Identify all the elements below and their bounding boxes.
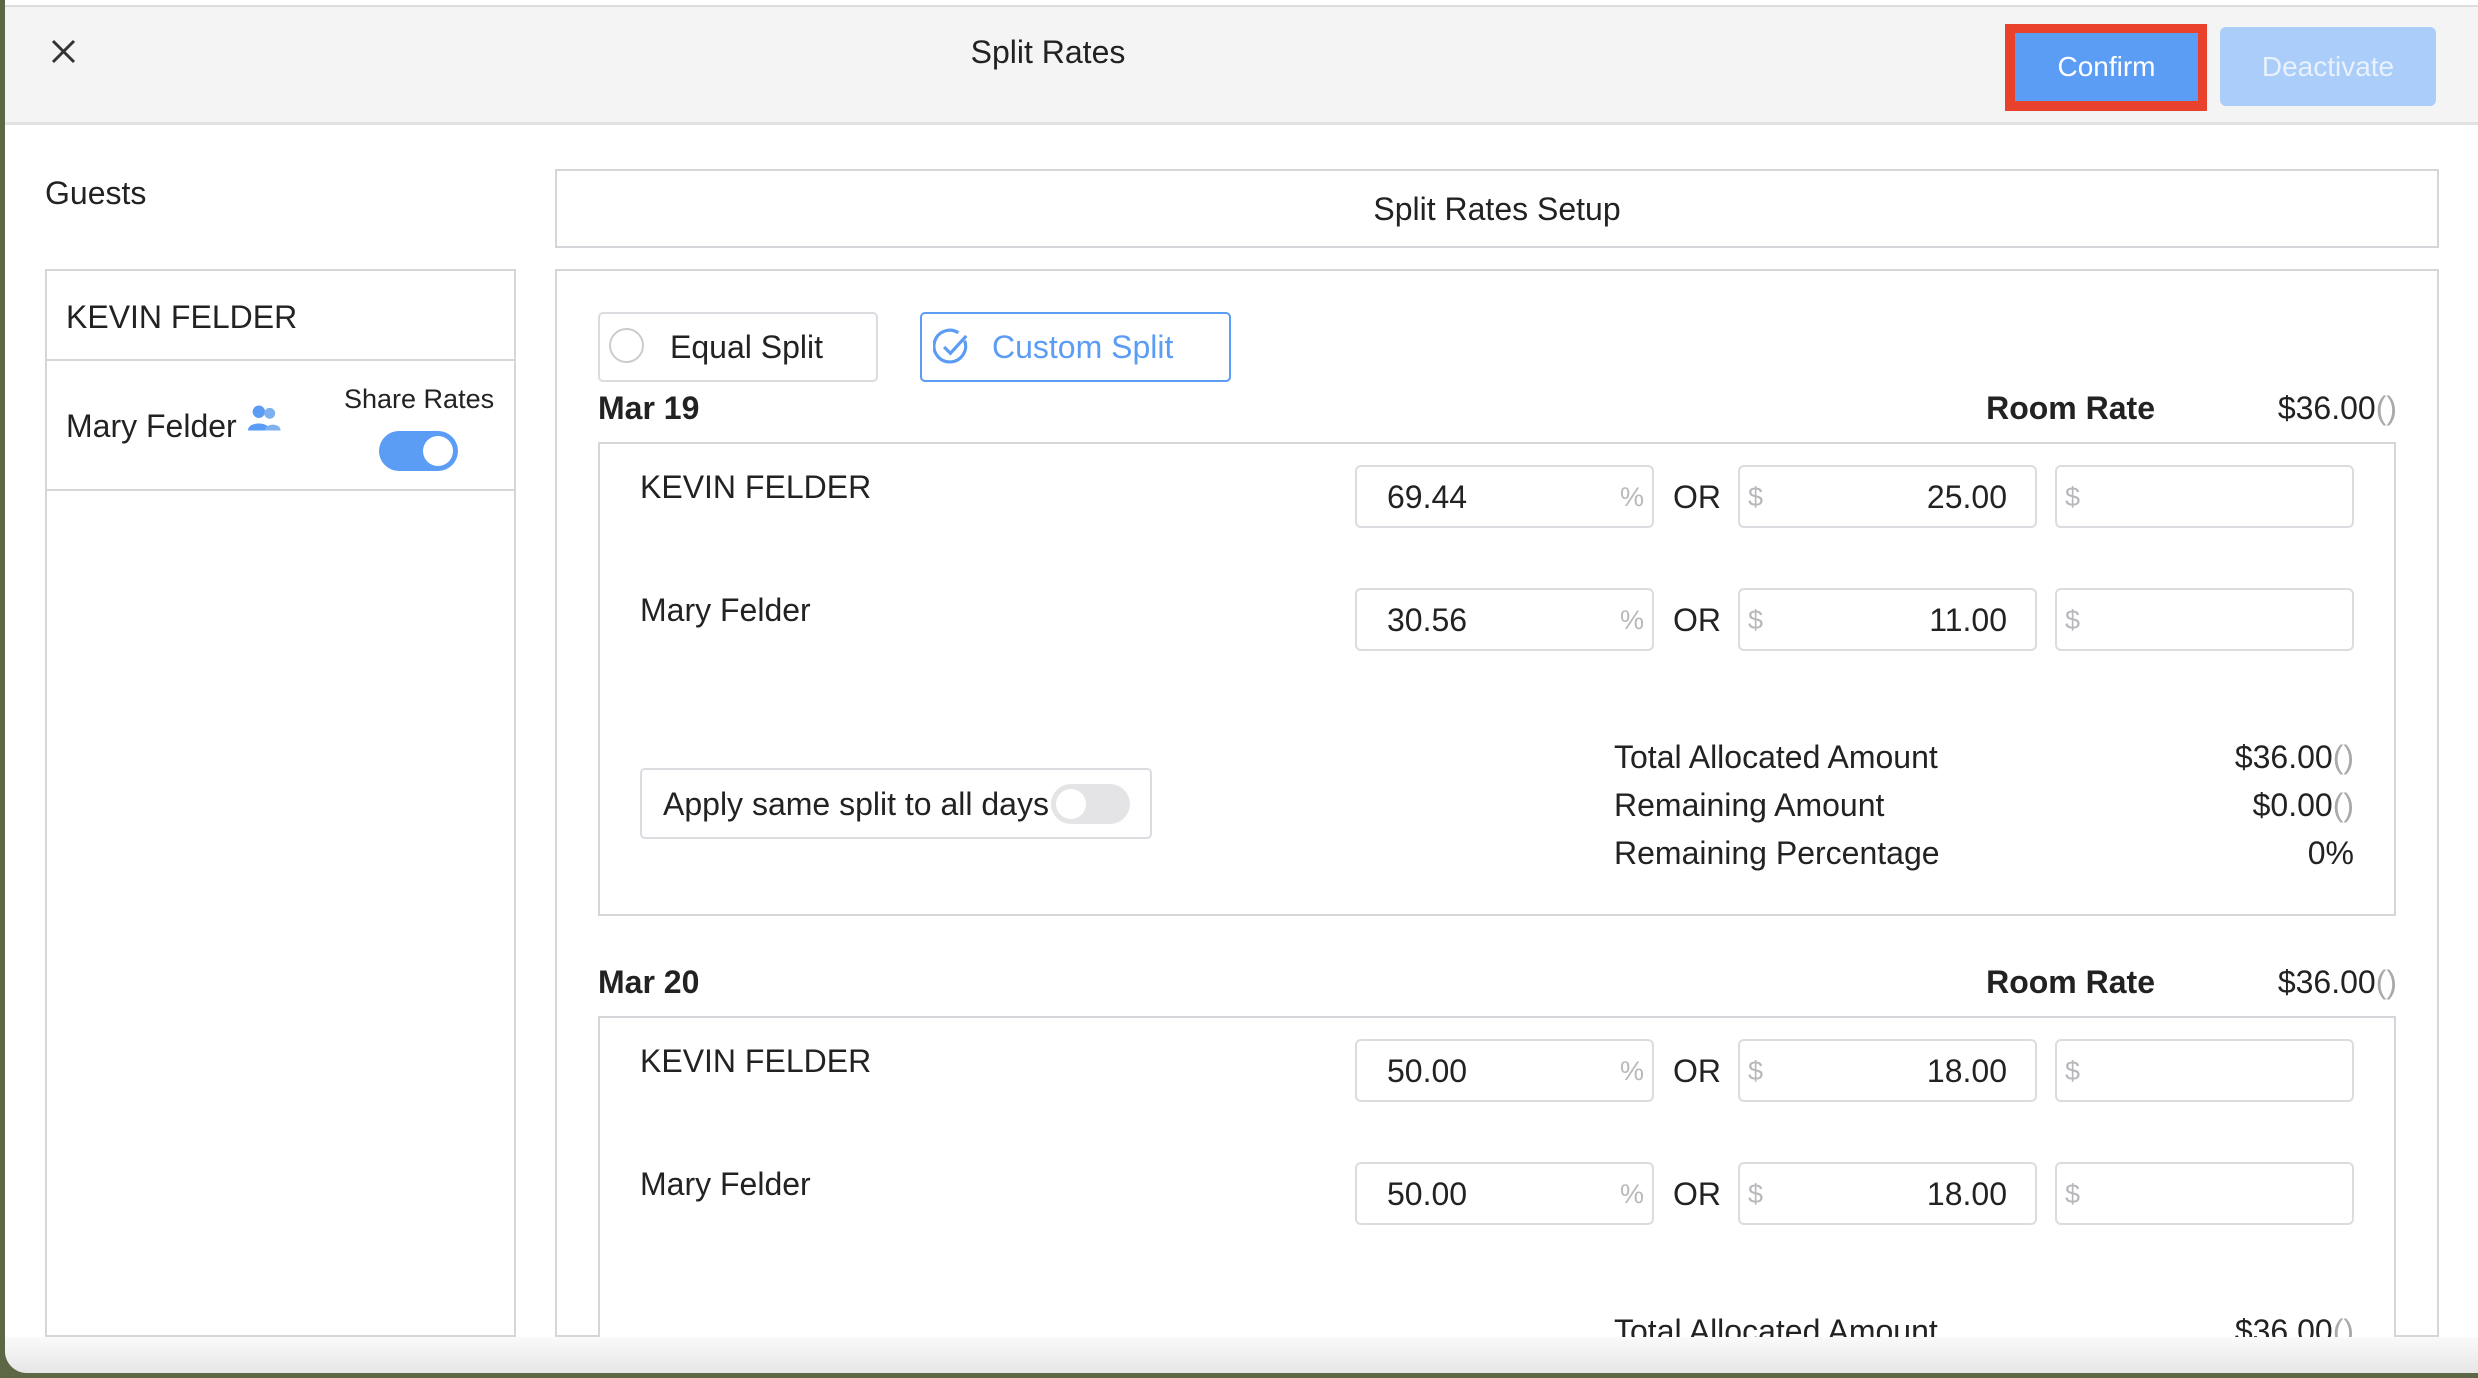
amount-value: 18.00 <box>1926 1176 2007 1212</box>
percent-input[interactable]: 50.00 % <box>1355 1039 1654 1102</box>
guest-name: Mary Felder <box>66 408 237 444</box>
guest-name: Mary Felder <box>640 592 811 628</box>
percent-value: 69.44 <box>1387 479 1468 515</box>
percent-input[interactable]: 69.44 % <box>1355 465 1654 528</box>
split-row: Mary Felder 30.56 % OR $ 11.00 $ <box>600 588 2394 651</box>
guest-name: KEVIN FELDER <box>66 299 298 335</box>
dialog-footer <box>5 1337 2478 1373</box>
percent-unit: % <box>1619 1056 1644 1086</box>
split-row: KEVIN FELDER 50.00 % OR $ 18.00 $ <box>600 1039 2394 1102</box>
or-label: OR <box>1673 1053 1721 1089</box>
dollar-unit: $ <box>1748 482 1764 512</box>
apply-same-toggle[interactable] <box>1051 784 1130 824</box>
dollar-unit: $ <box>1748 1056 1764 1086</box>
split-row: Mary Felder 50.00 % OR $ 18.00 $ <box>600 1162 2394 1225</box>
percent-input[interactable]: 30.56 % <box>1355 588 1654 651</box>
total-allocated-label: Total Allocated Amount <box>1614 739 1938 775</box>
percent-input[interactable]: 50.00 % <box>1355 1162 1654 1225</box>
dollar-unit: $ <box>1748 605 1764 635</box>
split-rates-dialog: Split Rates Confirm Deactivate Guests KE… <box>5 0 2478 1373</box>
amount-input[interactable]: $ 25.00 <box>1738 465 2037 528</box>
amount-input[interactable]: $ 11.00 <box>1738 588 2037 651</box>
guest-name: Mary Felder <box>640 1166 811 1202</box>
apply-same-split-control[interactable]: Apply same split to all days <box>640 768 1152 839</box>
amount-value: 11.00 <box>1929 602 2007 638</box>
day-date: Mar 20 <box>598 964 700 1000</box>
amount-value: 25.00 <box>1926 479 2007 515</box>
confirm-button[interactable]: Confirm <box>2015 33 2198 101</box>
room-rate-value: $36.00() <box>2277 964 2397 1000</box>
day-allocation-box: KEVIN FELDER 50.00 % OR $ 18.00 $ Mary F… <box>598 1016 2396 1349</box>
dollar-unit: $ <box>2065 605 2081 635</box>
guest-name: KEVIN FELDER <box>640 469 872 505</box>
percent-value: 50.00 <box>1387 1053 1468 1089</box>
guest-list: KEVIN FELDER Mary Felder Share Rates <box>45 269 516 1337</box>
setup-header: Split Rates Setup <box>555 169 2439 248</box>
amount-input[interactable]: $ 18.00 <box>1738 1039 2037 1102</box>
extra-amount-input[interactable]: $ <box>2055 465 2354 528</box>
close-icon[interactable] <box>51 39 76 64</box>
guest-item[interactable]: Mary Felder Share Rates <box>47 361 514 491</box>
shared-users-icon <box>247 405 281 431</box>
remaining-amount-value: $0.00() <box>2252 787 2354 823</box>
check-circle-icon <box>933 328 968 364</box>
or-label: OR <box>1673 479 1721 515</box>
dollar-unit: $ <box>2065 1056 2081 1086</box>
apply-same-label: Apply same split to all days <box>663 786 1049 822</box>
remaining-amount-label: Remaining Amount <box>1614 787 1885 823</box>
equal-split-option[interactable]: Equal Split <box>598 312 878 382</box>
guest-item[interactable]: KEVIN FELDER <box>47 271 514 361</box>
setup-panel: Equal Split Custom Split Mar 19 Room Rat… <box>555 269 2439 1349</box>
percent-value: 30.56 <box>1387 602 1468 638</box>
percent-unit: % <box>1619 482 1644 512</box>
radio-empty-icon <box>609 328 644 363</box>
room-rate-value: $36.00() <box>2277 390 2397 426</box>
remaining-percentage-value: 0% <box>2307 835 2354 871</box>
room-rate-label: Room Rate <box>1986 964 2155 1000</box>
extra-amount-input[interactable]: $ <box>2055 1162 2354 1225</box>
extra-amount-input[interactable]: $ <box>2055 1039 2354 1102</box>
guest-name: KEVIN FELDER <box>640 1043 872 1079</box>
share-rates-label: Share Rates <box>344 384 495 414</box>
dollar-unit: $ <box>2065 1179 2081 1209</box>
percent-unit: % <box>1619 1179 1644 1209</box>
custom-split-option[interactable]: Custom Split <box>920 312 1231 382</box>
amount-value: 18.00 <box>1926 1053 2007 1089</box>
amount-input[interactable]: $ 18.00 <box>1738 1162 2037 1225</box>
share-rates-toggle[interactable] <box>379 431 458 471</box>
or-label: OR <box>1673 602 1721 638</box>
percent-unit: % <box>1619 605 1644 635</box>
dollar-unit: $ <box>1748 1179 1764 1209</box>
total-allocated-value: $36.00() <box>2234 739 2354 775</box>
room-rate-label: Room Rate <box>1986 390 2155 426</box>
setup-title: Split Rates Setup <box>1373 191 1621 227</box>
dollar-unit: $ <box>2065 482 2081 512</box>
custom-split-label: Custom Split <box>992 329 1174 365</box>
day-date: Mar 19 <box>598 390 700 426</box>
equal-split-label: Equal Split <box>670 329 823 365</box>
dialog-title: Split Rates <box>970 34 1126 70</box>
extra-amount-input[interactable]: $ <box>2055 588 2354 651</box>
deactivate-button[interactable]: Deactivate <box>2220 27 2436 106</box>
remaining-percentage-label: Remaining Percentage <box>1614 835 1940 871</box>
day-allocation-box: KEVIN FELDER 69.44 % OR $ 25.00 $ Mary F… <box>598 442 2396 916</box>
guests-title: Guests <box>45 175 147 211</box>
dialog-header: Split Rates Confirm Deactivate <box>5 5 2478 125</box>
or-label: OR <box>1673 1176 1721 1212</box>
split-row: KEVIN FELDER 69.44 % OR $ 25.00 $ <box>600 465 2394 528</box>
percent-value: 50.00 <box>1387 1176 1468 1212</box>
